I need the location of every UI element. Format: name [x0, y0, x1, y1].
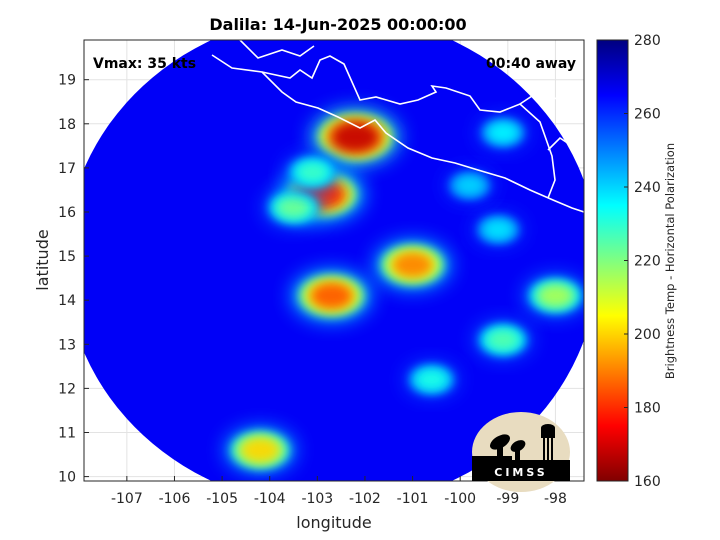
band-east	[474, 214, 523, 245]
y-tick-label: 13	[58, 337, 76, 353]
x-tick-label: -107	[111, 491, 143, 507]
cell-southwest	[225, 428, 295, 472]
colorbar-tick-label: 180	[634, 401, 661, 417]
colorbar-tick-label: 240	[634, 180, 661, 196]
colorbar-tick-label: 160	[634, 474, 661, 490]
colorbar-tick-label: 260	[634, 107, 661, 123]
axes-box	[83, 39, 585, 482]
y-tick-label: 18	[58, 117, 76, 133]
y-tick-label: 14	[58, 293, 76, 309]
rainband-arc-northwest	[285, 155, 340, 190]
swath-features	[225, 109, 584, 472]
y-tick-label: 15	[58, 249, 76, 265]
x-tick-label: -105	[206, 491, 238, 507]
logo-base	[472, 460, 570, 481]
y-tick-label: 12	[58, 381, 76, 397]
cell-southeast	[475, 322, 531, 358]
x-axis-label: longitude	[296, 513, 371, 532]
chart-title: Dalila: 14-Jun-2025 00:00:00	[209, 15, 466, 34]
x-tick-label: -103	[301, 491, 333, 507]
coastline	[211, 40, 584, 213]
x-tick-label: -102	[349, 491, 381, 507]
y-axis-ticks: 10 11 12 13 14 15 16 17 18 19	[58, 73, 89, 486]
x-tick-label: -99	[496, 491, 519, 507]
y-tick-label: 10	[58, 470, 76, 486]
time-away-annotation: 00:40 away	[486, 56, 576, 72]
logo-text: CIMSS	[494, 466, 547, 479]
x-tick-label: -100	[444, 491, 476, 507]
cell-far-east	[524, 276, 584, 315]
satellite-dish-icon	[490, 434, 526, 460]
band-east-north	[446, 170, 494, 201]
colorbar-label: Brightness Temp - Horizontal Polarizatio…	[663, 143, 677, 379]
y-tick-label: 11	[58, 425, 76, 441]
colorbar-tick-label: 200	[634, 327, 661, 343]
y-tick-label: 17	[58, 161, 76, 177]
x-tick-label: -98	[544, 491, 567, 507]
colorbar-tick-label: 280	[634, 33, 661, 49]
x-tick-label: -104	[254, 491, 286, 507]
colorbar-ticks: 160 180 200 220 240 260 280	[624, 33, 661, 490]
vmax-annotation: Vmax: 35 kts	[93, 56, 196, 72]
x-tick-label: -106	[159, 491, 191, 507]
cimss-logo: CIMSS	[472, 412, 570, 492]
convective-cell-center	[292, 271, 371, 321]
rainband-arc-west	[264, 189, 323, 226]
rainband-north-hotspot	[311, 109, 400, 165]
y-tick-label: 19	[58, 73, 76, 89]
colorbar	[596, 39, 629, 482]
water-tower-icon	[541, 424, 555, 460]
y-tick-label: 16	[58, 205, 76, 221]
cell-south	[405, 363, 458, 396]
x-tick-label: -101	[397, 491, 429, 507]
convective-cell-east	[375, 241, 451, 289]
swath-heatmap	[84, 40, 584, 481]
cell-north-east	[478, 117, 528, 149]
y-axis-label: latitude	[33, 229, 52, 290]
x-axis-ticks: -107 -106 -105 -104 -103 -102 -101 -100 -99 -98	[111, 476, 567, 507]
colorbar-tick-label: 220	[634, 254, 661, 270]
